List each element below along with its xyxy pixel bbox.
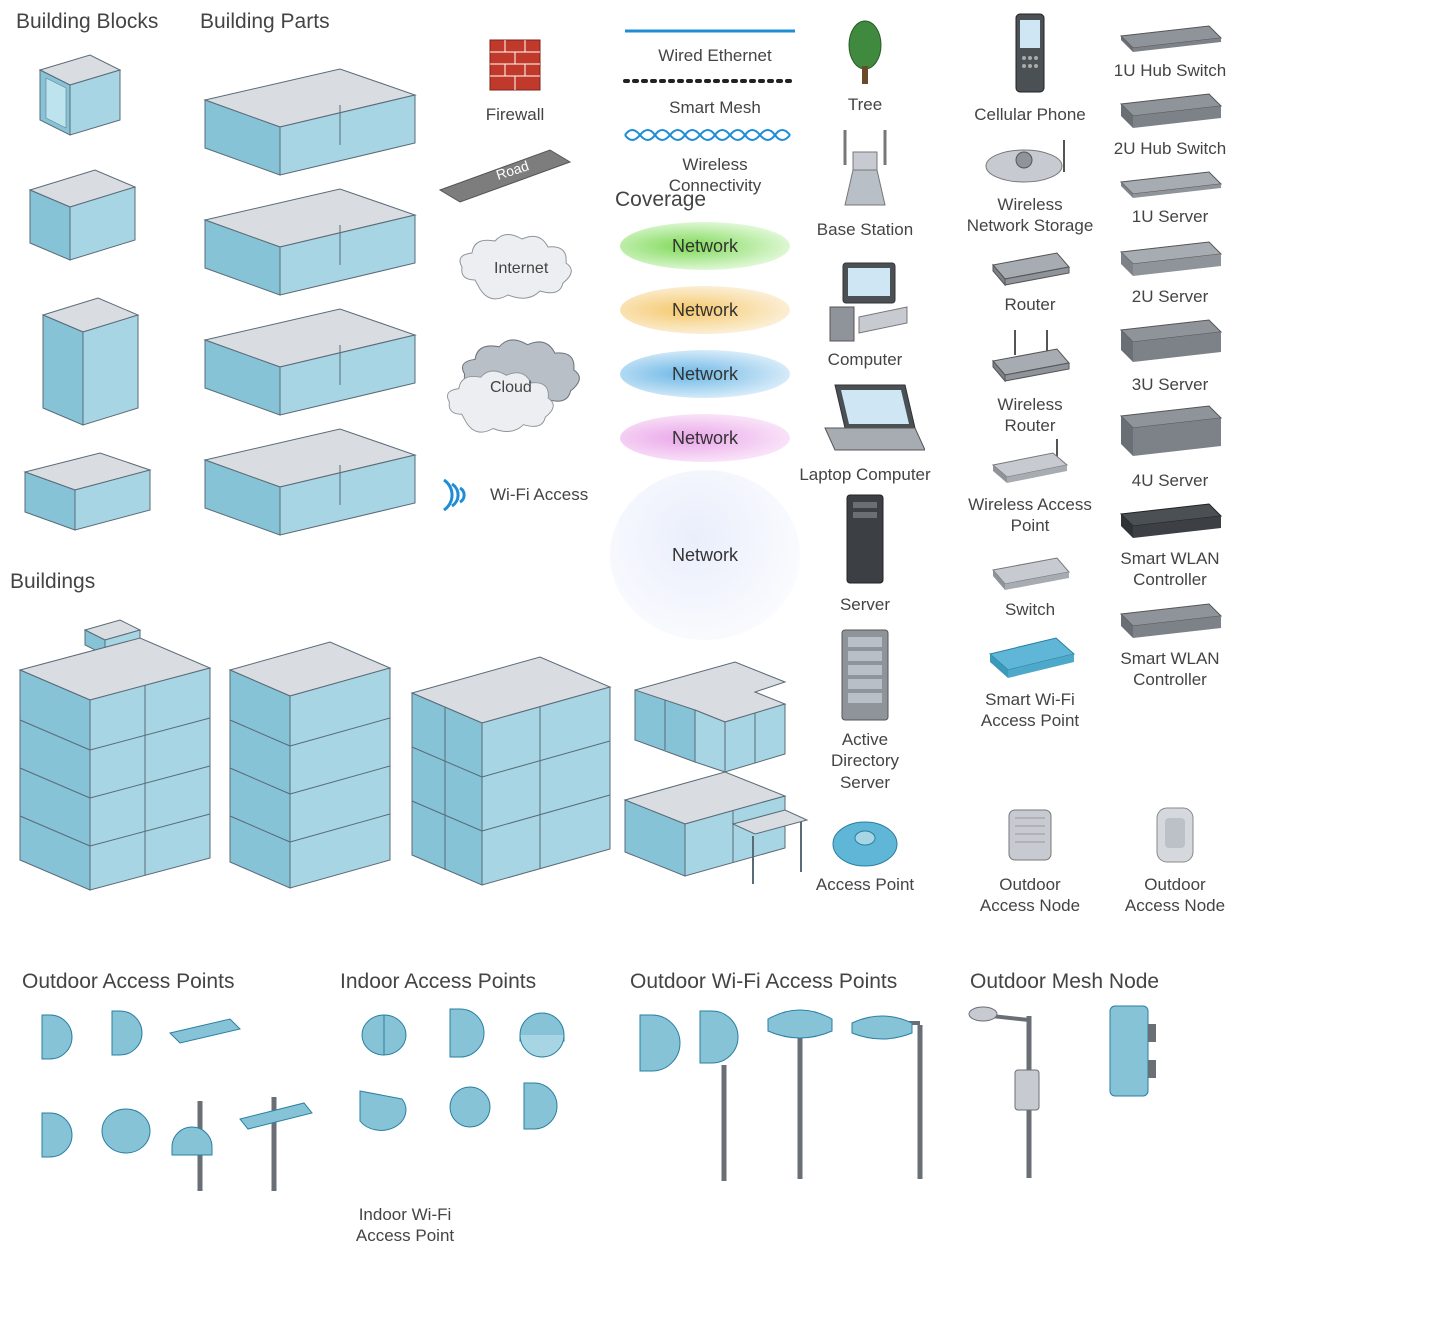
cell-phone-icon: Cellular Phone [970,10,1090,125]
wireless-router-icon: Wireless Router [965,325,1095,437]
outdoor-mesh-cluster [965,1000,1185,1195]
firewall-icon: Firewall [455,30,575,125]
coverage-orange: Network [620,286,790,334]
cloud-cluster-icon: Cloud [435,330,595,450]
laptop-icon: Laptop Computer [790,380,940,485]
server-1u-icon: 1U Server [1105,168,1235,227]
ads-icon: Active Directory Server [810,625,920,793]
indoor-ap-header: Indoor Access Points [340,970,536,994]
smart-wifi-ap-icon: Smart Wi-Fi Access Point [960,630,1100,732]
buildings-header: Buildings [10,570,95,594]
indoor-wifi-ap-label: Indoor Wi-Fi Access Point [340,1204,470,1247]
outdoor-ap-header: Outdoor Access Points [22,970,234,994]
outdoor-mesh-header: Outdoor Mesh Node [970,970,1159,994]
outdoor-wifi-ap-header: Outdoor Wi-Fi Access Points [630,970,897,994]
building-block-2 [10,165,150,280]
svg-text:Cloud: Cloud [490,379,532,396]
firewall-label: Firewall [486,104,545,125]
building-3 [400,635,620,900]
server-tower-icon: Server [820,490,910,615]
coverage-sphere: Network [610,470,800,640]
building-block-4 [10,450,160,545]
coverage-blue: Network [620,350,790,398]
svg-text:Internet: Internet [494,260,549,277]
smartmesh-label: Smart Mesh [620,97,810,118]
base-station-icon: Base Station [810,120,920,240]
hub-1u-icon: 1U Hub Switch [1105,22,1235,81]
outdoor-access-node-2: Outdoor Access Node [1110,800,1240,917]
server-2u-icon: 2U Server [1105,238,1235,307]
wlan-controller-1-icon: Smart WLAN Controller [1100,500,1240,591]
outdoor-ap-cluster [20,1005,320,1220]
server-4u-icon: 4U Server [1105,402,1235,491]
building-block-1 [20,50,140,155]
hub-2u-icon: 2U Hub Switch [1105,90,1235,159]
building-parts-stack [190,65,430,550]
wlan-controller-2-icon: Smart WLAN Controller [1100,600,1240,691]
switch-icon: Switch [970,550,1090,620]
wap-icon: Wireless Access Point [960,435,1100,537]
coverage-green: Network [620,222,790,270]
access-point-blob: Access Point [810,810,920,895]
building-block-3 [28,290,158,445]
wns-icon: Wireless Network Storage [955,130,1105,237]
indoor-ap-cluster: Indoor Wi-Fi Access Point [340,1005,610,1247]
building-2 [220,620,400,905]
outdoor-wifi-ap-cluster [630,1005,950,1200]
computer-icon: Computer [805,255,925,370]
building-1 [10,600,220,905]
router-icon: Router [965,245,1095,315]
wifi-access-label: Wi-Fi Access [490,484,588,505]
coverage-pink: Network [620,414,790,462]
outdoor-access-node-1: Outdoor Access Node [965,800,1095,917]
line-legend: Wired Ethernet Smart Mesh Wireless Conne… [620,20,810,196]
building-blocks-header: Building Blocks [16,10,158,34]
wired-label: Wired Ethernet [620,45,810,66]
internet-cloud-icon: Internet [445,225,585,310]
road-icon: Road [430,140,580,215]
wifi-access-icon: Wi-Fi Access [430,470,588,520]
tree-icon: Tree [815,20,915,115]
server-3u-icon: 3U Server [1105,316,1235,395]
building-parts-header: Building Parts [200,10,330,34]
building-complex [615,650,815,905]
coverage-header: Coverage [615,188,706,212]
